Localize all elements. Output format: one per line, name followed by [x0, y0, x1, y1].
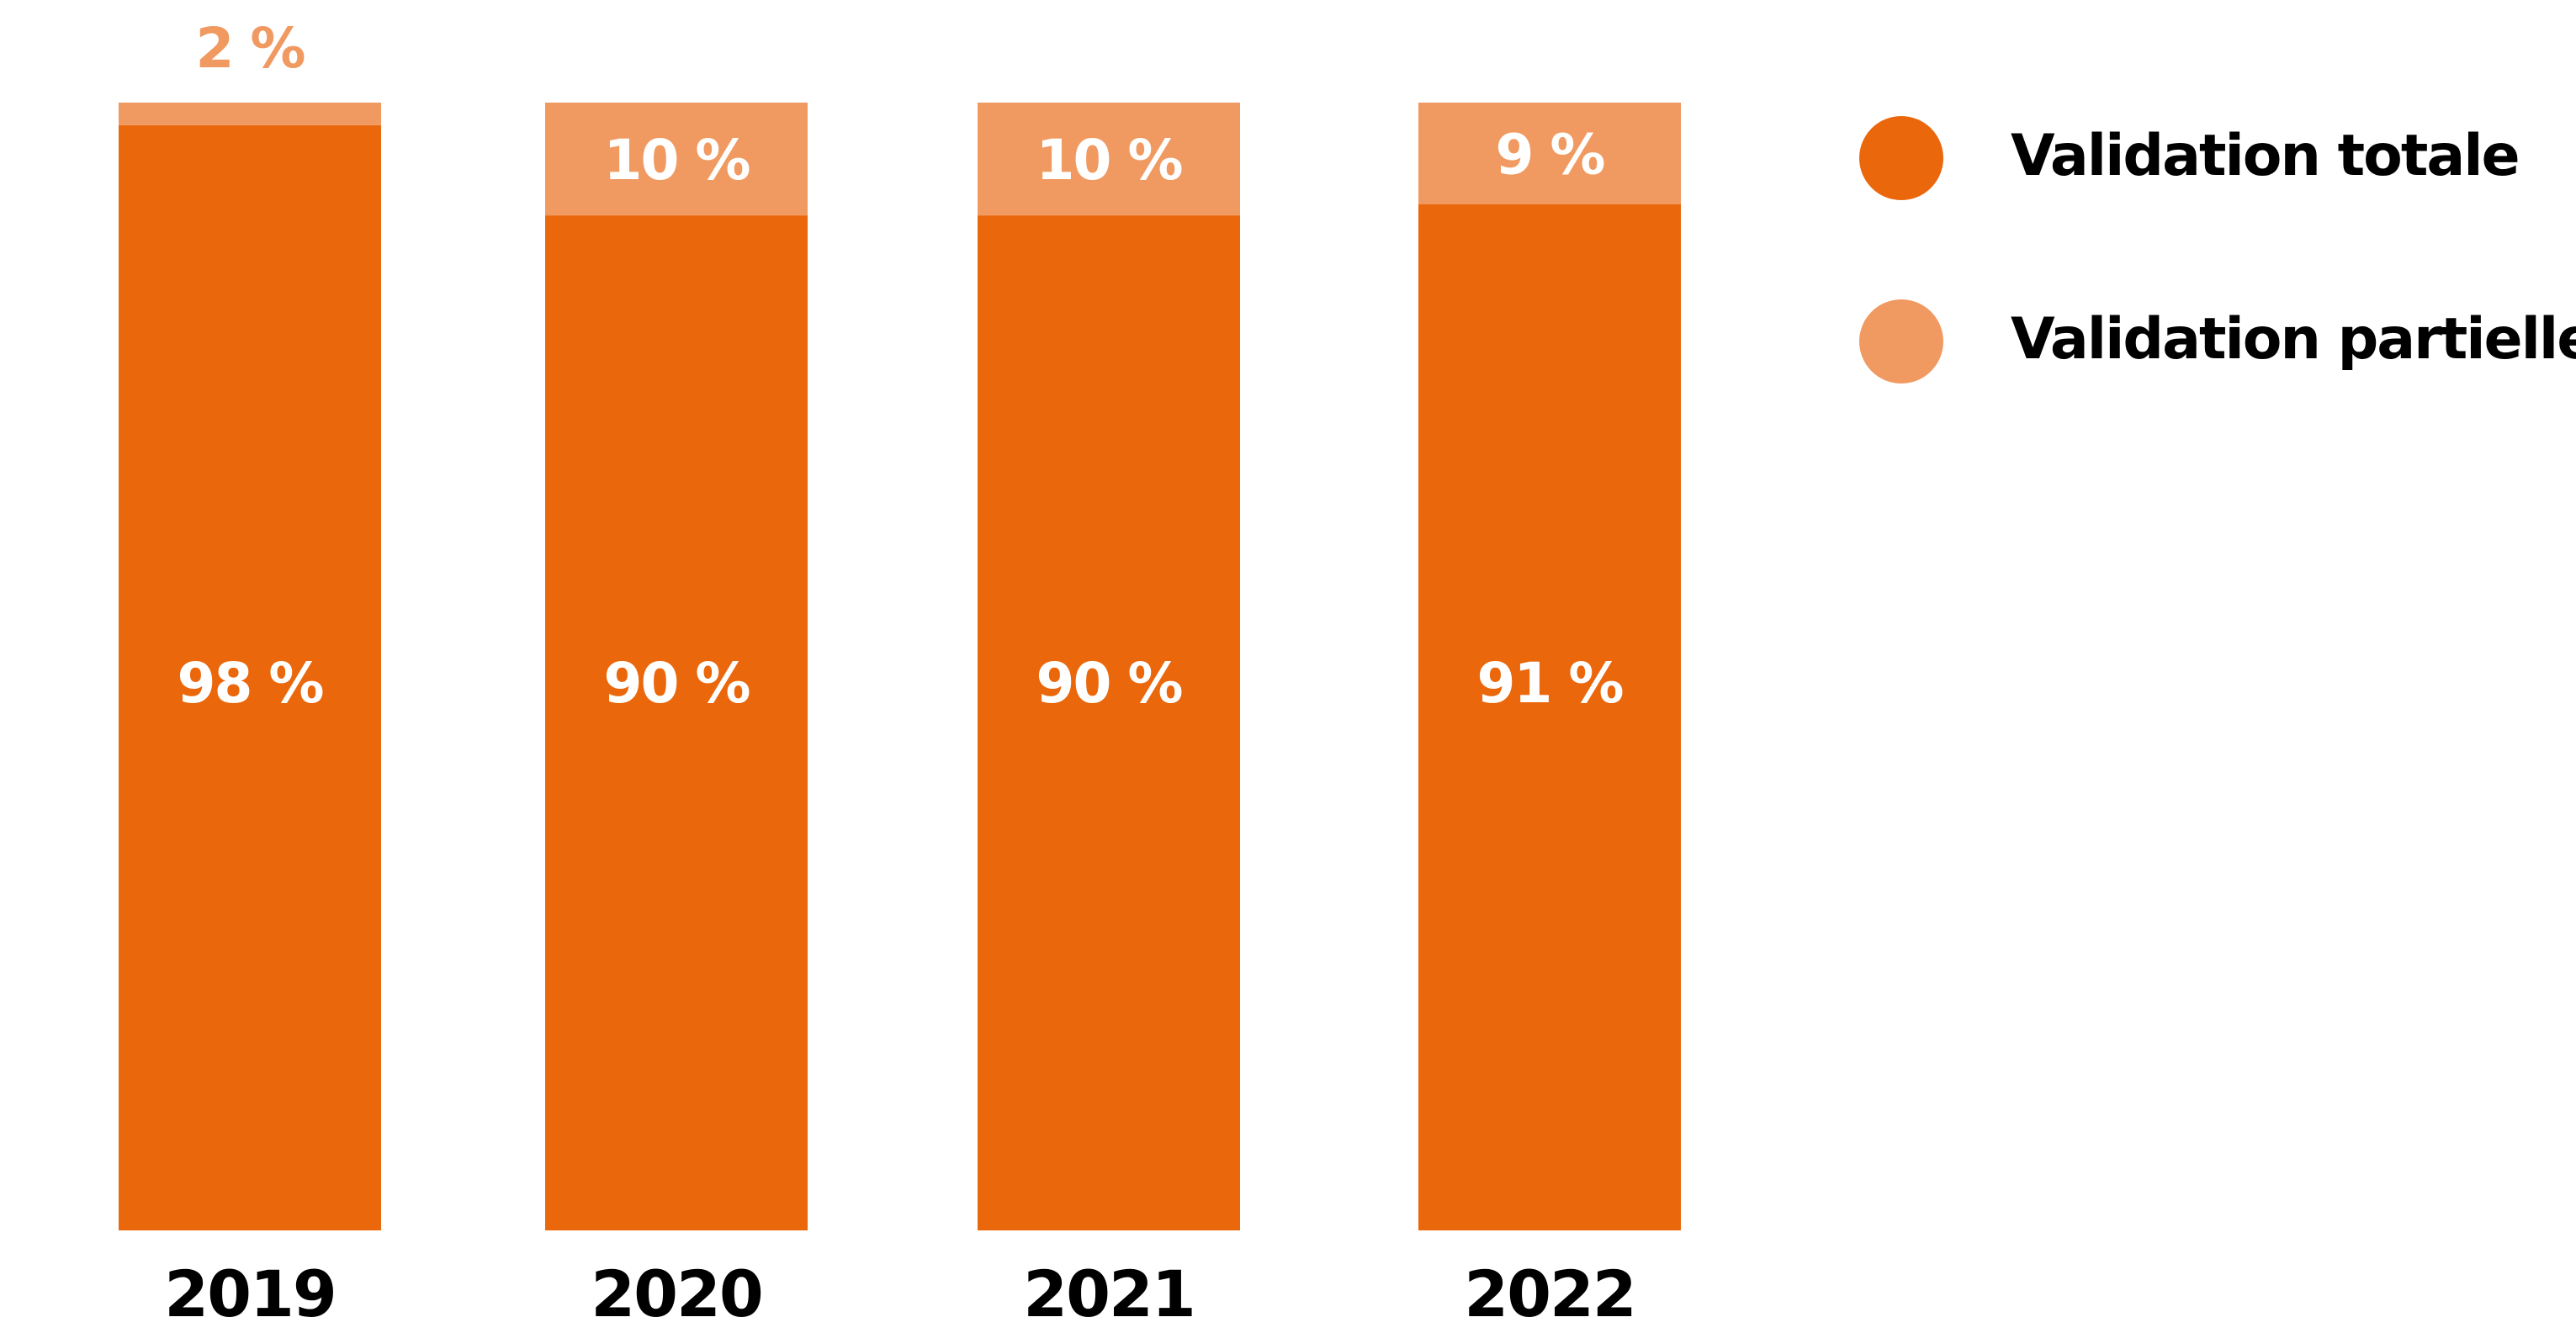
value-label-validation-partielle-2022: 9 % — [1495, 122, 1604, 187]
category-label-2020: 2020 — [591, 1256, 762, 1331]
legend-swatch-validation-totale — [1859, 116, 1943, 200]
bar-validation-totale-2019 — [119, 124, 381, 1230]
category-label-2022: 2022 — [1464, 1256, 1635, 1331]
value-label-validation-totale-2019: 98 % — [178, 651, 324, 716]
bar-validation-totale-2020 — [545, 215, 808, 1231]
bar-validation-partielle-2022 — [1418, 103, 1681, 204]
bars-layer — [119, 103, 1681, 1231]
legend-label-validation-totale: Validation totale — [2011, 123, 2520, 189]
category-label-2021: 2021 — [1023, 1256, 1195, 1331]
value-label-validation-totale-2021: 90 % — [1036, 651, 1183, 716]
bar-validation-partielle-2019 — [119, 103, 381, 125]
bar-validation-totale-2021 — [978, 215, 1240, 1231]
legend-swatch-validation-partielle — [1859, 299, 1943, 384]
bar-validation-totale-2022 — [1418, 204, 1681, 1231]
category-label-2019: 2019 — [164, 1256, 336, 1331]
value-label-validation-totale-2020: 90 % — [604, 651, 750, 716]
value-label-validation-partielle-2020: 10 % — [604, 128, 750, 193]
labels-layer: 98 % 2 % 2019 90 % 10 % 2020 90 % 10 % 2021 91 % 9… — [164, 16, 1637, 1331]
value-label-validation-partielle-2021: 10 % — [1036, 128, 1183, 193]
value-label-validation-totale-2022: 91 % — [1477, 651, 1624, 716]
bar-validation-partielle-2021 — [978, 103, 1240, 216]
legend-label-validation-partielle: Validation partielle — [2011, 306, 2576, 373]
bar-validation-partielle-2020 — [545, 103, 808, 216]
value-label-validation-partielle-2019: 2 % — [195, 16, 305, 81]
